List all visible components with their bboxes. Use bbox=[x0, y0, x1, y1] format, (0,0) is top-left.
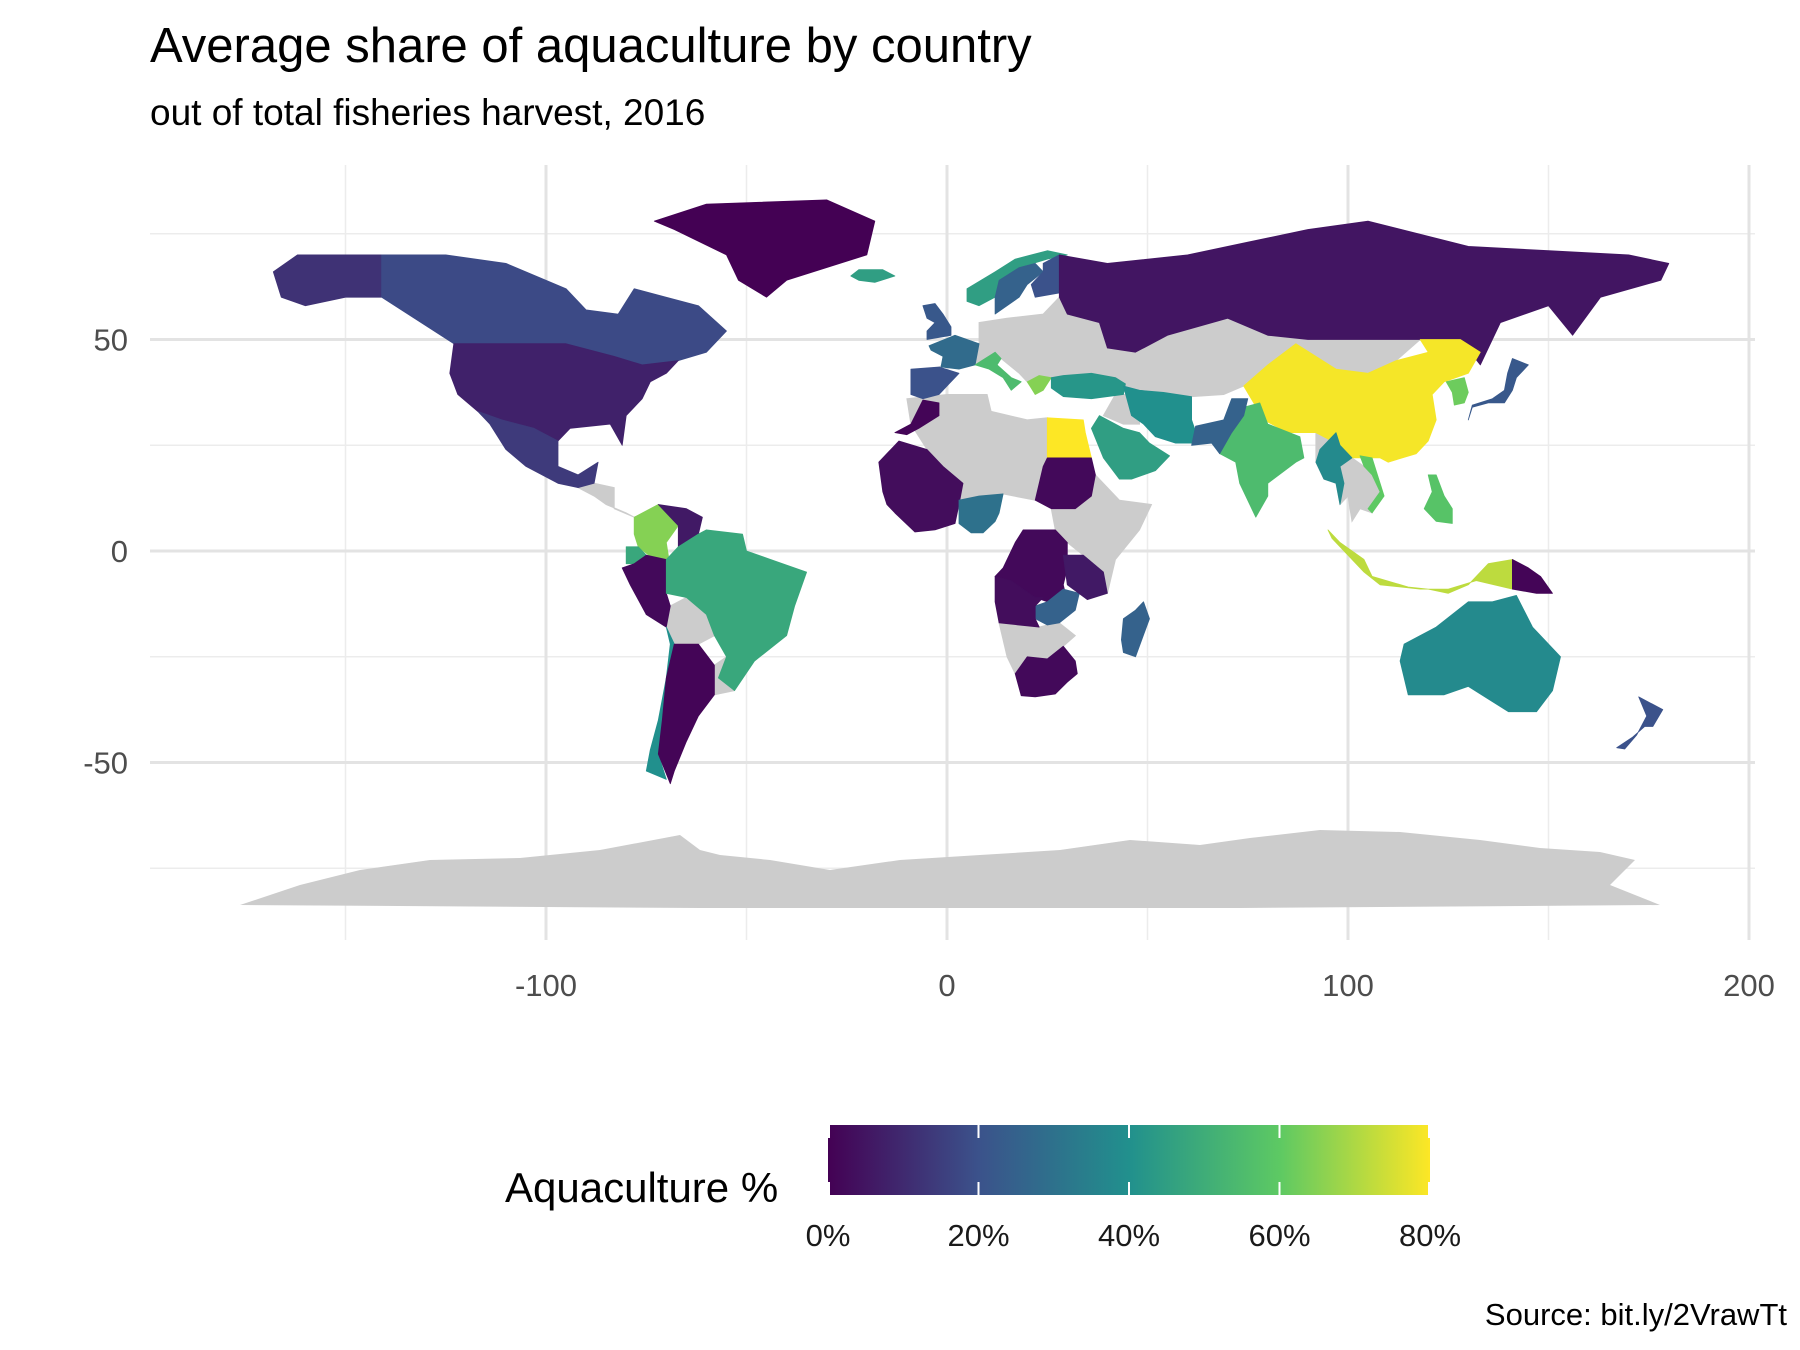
y-tick-label: 50 bbox=[94, 323, 128, 358]
region-united-kingdom bbox=[922, 303, 952, 340]
region-papua-new-guinea bbox=[1512, 559, 1553, 594]
world-map-plot: -100 0 100 200 -50 0 50 bbox=[83, 165, 1775, 1003]
region-alaska bbox=[272, 254, 382, 307]
region-saudi-arabia bbox=[1091, 415, 1170, 480]
region-greece bbox=[1026, 375, 1052, 395]
region-iceland bbox=[850, 269, 896, 283]
region-tanzania bbox=[1062, 554, 1108, 600]
region-zambia bbox=[1034, 588, 1080, 626]
x-tick-label: 100 bbox=[1322, 968, 1374, 1003]
region-antarctica bbox=[240, 830, 1660, 908]
chart-title: Average share of aquaculture by country bbox=[150, 19, 1032, 73]
legend-tick-label: 80% bbox=[1398, 1218, 1462, 1253]
region-new-zealand bbox=[1616, 696, 1664, 750]
region-russia bbox=[1058, 220, 1670, 366]
legend-title: Aquaculture % bbox=[505, 1164, 779, 1211]
legend-tick-label: 60% bbox=[1248, 1218, 1311, 1253]
region-pakistan bbox=[1191, 398, 1249, 455]
x-axis-ticks: -100 0 100 200 bbox=[515, 968, 1775, 1003]
region-south-africa bbox=[1014, 645, 1078, 698]
y-axis-ticks: -50 0 50 bbox=[83, 323, 128, 781]
x-tick-label: -100 bbox=[515, 968, 577, 1003]
y-tick-label: 0 bbox=[111, 534, 128, 569]
region-no-data bbox=[576, 482, 635, 518]
y-tick-label: -50 bbox=[83, 746, 128, 781]
region-korea bbox=[1445, 377, 1469, 406]
region-vietnam bbox=[1359, 455, 1385, 514]
region-myanmar bbox=[1315, 432, 1353, 505]
region-madagascar bbox=[1121, 601, 1150, 658]
region-brazil bbox=[665, 529, 807, 691]
region-argentina bbox=[657, 643, 715, 785]
region-peru bbox=[621, 554, 671, 628]
legend-tick-label: 40% bbox=[1097, 1218, 1161, 1253]
x-tick-label: 200 bbox=[1723, 968, 1775, 1003]
legend-tick-label: 0% bbox=[805, 1218, 851, 1253]
region-greenland bbox=[653, 199, 876, 298]
region-spain bbox=[910, 366, 960, 400]
region-egypt bbox=[1046, 417, 1092, 459]
region-france bbox=[928, 334, 980, 370]
region-sudan bbox=[1034, 457, 1096, 510]
region-australia bbox=[1399, 595, 1561, 713]
legend-tick-label: 20% bbox=[947, 1218, 1010, 1253]
chart-subtitle: out of total fisheries harvest, 2016 bbox=[150, 92, 706, 133]
legend-colorbar bbox=[828, 1125, 1430, 1195]
region-turkey bbox=[1050, 372, 1126, 400]
region-india bbox=[1219, 402, 1305, 518]
region-nigeria bbox=[958, 493, 1004, 534]
region-indonesia bbox=[1327, 529, 1513, 594]
region-philippines bbox=[1423, 474, 1453, 524]
region-italy bbox=[974, 351, 1022, 391]
region-morocco bbox=[894, 399, 940, 436]
land-layer bbox=[240, 199, 1670, 908]
region-japan bbox=[1467, 358, 1529, 421]
legend-tick-marks bbox=[828, 1125, 1430, 1195]
source-caption: Source: bit.ly/2VrawTt bbox=[1484, 1297, 1787, 1332]
region-west-africa bbox=[878, 440, 964, 533]
region-angola bbox=[994, 576, 1044, 628]
region-mexico bbox=[477, 411, 599, 488]
x-tick-label: 0 bbox=[938, 968, 955, 1003]
region-sweden bbox=[994, 263, 1044, 315]
